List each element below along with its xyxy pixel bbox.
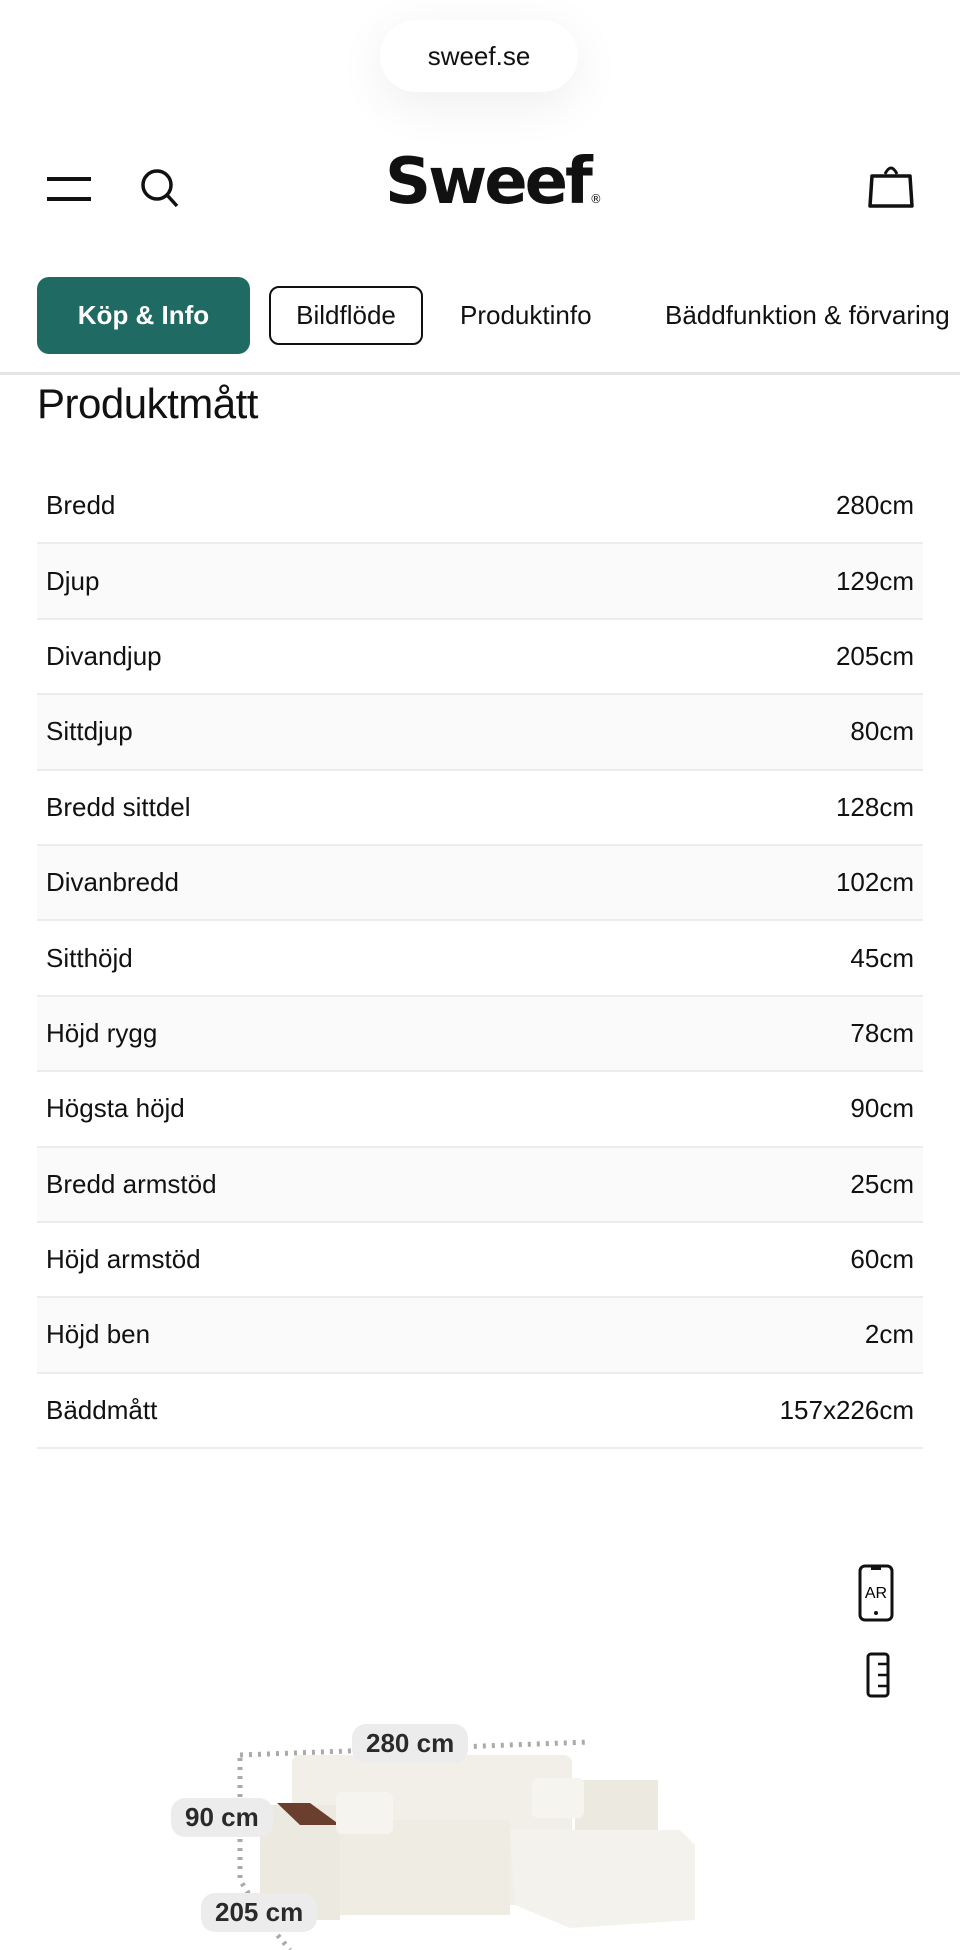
tab-bildflode[interactable]: Bildflöde: [269, 286, 423, 345]
row-label: Sittdjup: [46, 716, 133, 747]
row-value: 25cm: [850, 1168, 914, 1199]
table-row: Bredd armstöd 25cm: [37, 1147, 923, 1223]
table-row: Sittdjup 80cm: [37, 695, 923, 771]
row-value: 280cm: [835, 490, 914, 521]
row-value: 78cm: [850, 1017, 914, 1048]
page-title: Produktmått: [37, 380, 258, 427]
ar-view-icon[interactable]: AR: [858, 1564, 894, 1622]
width-label: 280 cm: [352, 1724, 469, 1763]
tab-kop-info[interactable]: Köp & Info: [37, 277, 250, 354]
row-label: Bredd sittdel: [46, 791, 191, 822]
row-value: 80cm: [850, 716, 914, 747]
table-row: Djup 129cm: [37, 544, 923, 620]
bag-icon[interactable]: [866, 158, 916, 210]
row-value: 45cm: [850, 942, 914, 973]
url-bar[interactable]: sweef.se: [380, 20, 578, 92]
depth-label: 205 cm: [201, 1893, 318, 1932]
table-row: Divanbredd 102cm: [37, 845, 923, 922]
table-row: Bredd 280cm: [37, 469, 923, 545]
row-value: 102cm: [835, 867, 914, 898]
row-value: 129cm: [835, 565, 914, 596]
table-row: Divandjup 205cm: [37, 620, 923, 696]
row-label: Höjd armstöd: [46, 1244, 201, 1275]
row-label: Divanbredd: [46, 867, 179, 898]
row-label: Högsta höjd: [46, 1093, 185, 1124]
row-value: 90cm: [850, 1093, 914, 1124]
table-row: Höjd armstöd 60cm: [37, 1223, 923, 1299]
table-row: Höjd ben 2cm: [37, 1298, 923, 1374]
row-value: 157x226cm: [779, 1394, 914, 1425]
sofa-image[interactable]: [0, 1720, 960, 1950]
row-label: Djup: [46, 565, 100, 596]
row-label: Höjd rygg: [46, 1017, 158, 1048]
height-label: 90 cm: [171, 1798, 273, 1837]
hamburger-icon[interactable]: [45, 175, 93, 205]
row-label: Bäddmått: [46, 1394, 158, 1425]
tab-produktinfo[interactable]: Produktinfo: [460, 300, 592, 330]
table-row: Sitthöjd 45cm: [37, 921, 923, 997]
row-label: Höjd ben: [46, 1319, 151, 1350]
row-value: 2cm: [864, 1319, 914, 1350]
table-row: Höjd rygg 78cm: [37, 996, 923, 1073]
row-value: 205cm: [835, 640, 914, 671]
table-row: Bäddmått 157x226cm: [37, 1374, 923, 1450]
row-label: Divandjup: [46, 640, 162, 671]
url-text: sweef.se: [427, 40, 531, 71]
row-label: Bredd: [46, 490, 116, 521]
table-row: Högsta höjd 90cm: [37, 1072, 923, 1148]
section-tabs: Köp & Info Bildflöde Produktinfo Bäddfun…: [37, 277, 960, 357]
row-label: Bredd armstöd: [46, 1168, 217, 1199]
ruler-icon[interactable]: [866, 1652, 890, 1698]
ar-label: AR: [865, 1585, 887, 1602]
row-value: 128cm: [835, 791, 914, 822]
tab-baddfunktion[interactable]: Bäddfunktion & förvaring: [665, 300, 950, 330]
table-row: Bredd sittdel 128cm: [37, 771, 923, 846]
row-label: Sitthöjd: [46, 942, 133, 973]
dimensions-table: Bredd 280cm Djup 129cm Divandjup 205cm Sittdju…: [37, 469, 923, 1450]
sweef-logo[interactable]: Sweef®: [385, 145, 602, 219]
row-value: 60cm: [850, 1244, 914, 1275]
divider: [0, 372, 960, 375]
search-icon[interactable]: [138, 166, 182, 210]
